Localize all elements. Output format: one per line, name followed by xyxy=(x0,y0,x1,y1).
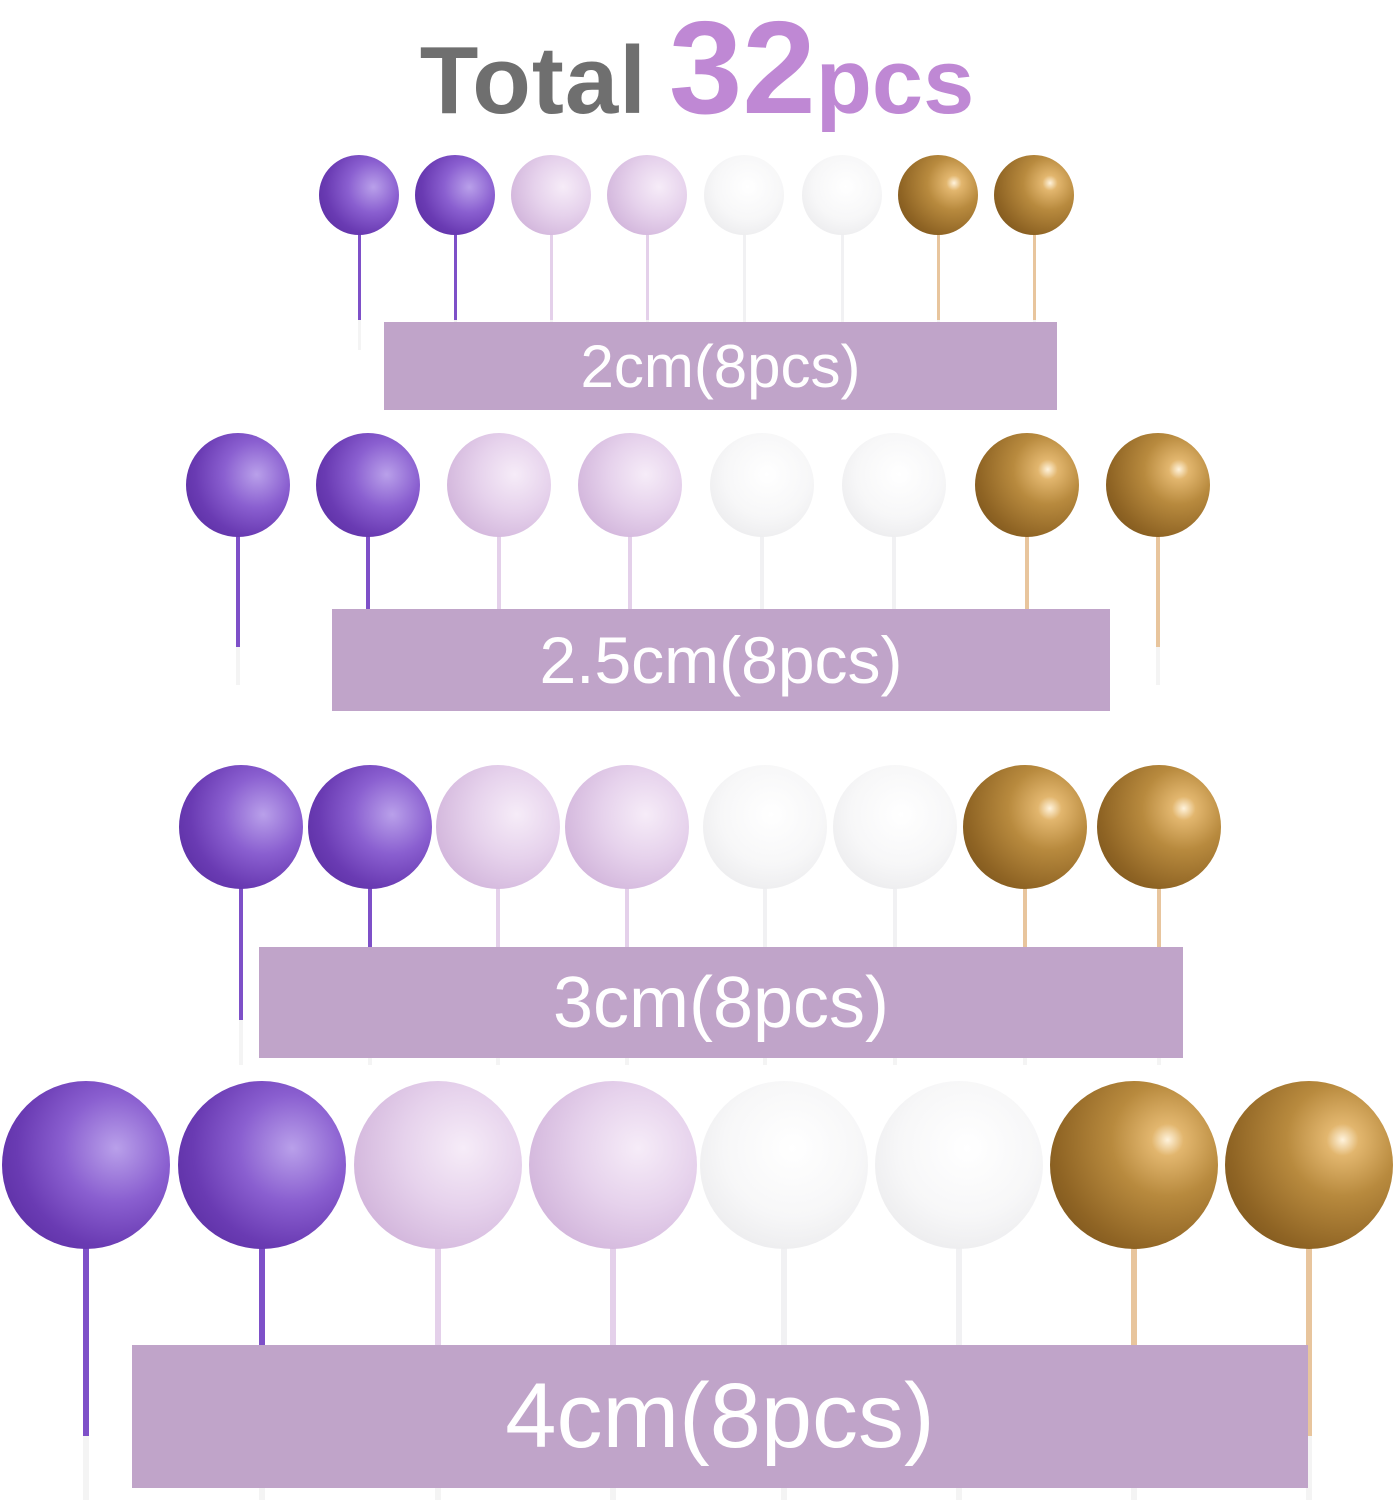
topper-stick xyxy=(453,231,457,350)
light-pink-ball-topper xyxy=(578,433,682,537)
light-pink-ball-topper xyxy=(565,765,689,889)
total-count-heading: Total 32pcs xyxy=(0,0,1394,143)
white-ball-topper xyxy=(875,1081,1043,1249)
purple-ball-topper xyxy=(316,433,420,537)
topper-stick xyxy=(1306,1245,1312,1500)
size-label-bar: 2.5cm(8pcs) xyxy=(332,609,1110,711)
purple-ball-topper xyxy=(415,155,495,235)
size-label: 2.5cm(8pcs) xyxy=(539,623,903,697)
gold-ball-topper xyxy=(994,155,1074,235)
topper-stick xyxy=(83,1245,89,1500)
topper-stick xyxy=(742,231,746,350)
purple-ball-topper xyxy=(178,1081,346,1249)
topper-stick xyxy=(936,231,940,350)
gold-ball-topper xyxy=(963,765,1087,889)
topper-stick xyxy=(1032,231,1036,350)
white-ball-topper xyxy=(833,765,957,889)
light-pink-ball-topper xyxy=(529,1081,697,1249)
white-ball-topper xyxy=(703,765,827,889)
white-ball-topper xyxy=(802,155,882,235)
gold-ball-topper xyxy=(898,155,978,235)
topper-stick xyxy=(1156,533,1160,685)
white-ball-topper xyxy=(700,1081,868,1249)
size-label-bar: 3cm(8pcs) xyxy=(259,947,1183,1058)
title-prefix: Total xyxy=(419,27,647,134)
size-label: 2cm(8pcs) xyxy=(580,332,861,400)
light-pink-ball-topper xyxy=(607,155,687,235)
topper-stick xyxy=(840,231,844,350)
purple-ball-topper xyxy=(179,765,303,889)
topper-stick xyxy=(239,885,243,1065)
gold-ball-topper xyxy=(975,433,1079,537)
purple-ball-topper xyxy=(186,433,290,537)
title-unit: pcs xyxy=(815,31,975,133)
topper-stick xyxy=(236,533,240,685)
topper-stick xyxy=(645,231,649,350)
gold-ball-topper xyxy=(1050,1081,1218,1249)
white-ball-topper xyxy=(710,433,814,537)
purple-ball-topper xyxy=(2,1081,170,1249)
size-label: 3cm(8pcs) xyxy=(552,962,890,1043)
light-pink-ball-topper xyxy=(436,765,560,889)
gold-ball-topper xyxy=(1097,765,1221,889)
purple-ball-topper xyxy=(308,765,432,889)
topper-stick xyxy=(549,231,553,350)
gold-ball-topper xyxy=(1225,1081,1393,1249)
size-label-bar: 4cm(8pcs) xyxy=(132,1345,1308,1488)
white-ball-topper xyxy=(842,433,946,537)
size-label-bar: 2cm(8pcs) xyxy=(384,322,1057,410)
size-label: 4cm(8pcs) xyxy=(505,1365,935,1467)
title-count: 32 xyxy=(668,0,816,141)
light-pink-ball-topper xyxy=(447,433,551,537)
purple-ball-topper xyxy=(319,155,399,235)
white-ball-topper xyxy=(704,155,784,235)
gold-ball-topper xyxy=(1106,433,1210,537)
light-pink-ball-topper xyxy=(354,1081,522,1249)
light-pink-ball-topper xyxy=(511,155,591,235)
topper-stick xyxy=(357,231,361,350)
